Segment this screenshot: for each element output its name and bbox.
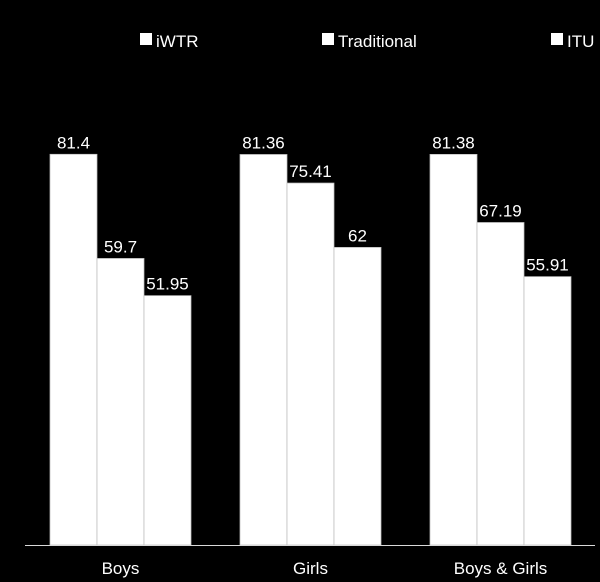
data-label-iwtr-boys: 81.4 [57, 133, 90, 152]
category-label-girls: Girls [293, 559, 328, 578]
bar-itu-boys-girls [523, 276, 572, 546]
data-label-itu-boys: 51.95 [146, 275, 189, 294]
x-tick-labels: Boys Girls Boys & Girls [102, 559, 548, 578]
data-label-traditional-girls: 75.41 [289, 162, 332, 181]
data-label-traditional-boys-girls: 67.19 [479, 201, 522, 220]
category-label-boys: Boys [102, 559, 140, 578]
data-label-itu-girls: 62 [348, 226, 367, 245]
legend-swatch-traditional [322, 33, 334, 45]
bar-iwtr-girls [239, 154, 288, 546]
bar-traditional-girls [286, 182, 335, 546]
data-label-itu-boys-girls: 55.91 [526, 256, 569, 275]
bar-itu-boys [143, 295, 192, 546]
legend-label-iwtr: iWTR [156, 32, 198, 51]
data-label-iwtr-girls: 81.36 [242, 133, 285, 152]
bar-itu-girls [333, 247, 382, 546]
bars [49, 153, 572, 546]
bar-traditional-boys [96, 258, 145, 546]
category-label-boys-girls: Boys & Girls [454, 559, 548, 578]
legend-label-itu: ITU [567, 32, 594, 51]
bar-iwtr-boys [49, 153, 98, 546]
legend: iWTR Traditional ITU [140, 32, 594, 51]
legend-swatch-iwtr [140, 33, 152, 45]
bar-iwtr-boys-girls [429, 154, 478, 546]
legend-swatch-itu [551, 33, 563, 45]
bar-traditional-boys-girls [476, 222, 525, 546]
data-label-iwtr-boys-girls: 81.38 [432, 133, 475, 152]
data-label-traditional-boys: 59.7 [104, 237, 137, 256]
legend-label-traditional: Traditional [338, 32, 417, 51]
